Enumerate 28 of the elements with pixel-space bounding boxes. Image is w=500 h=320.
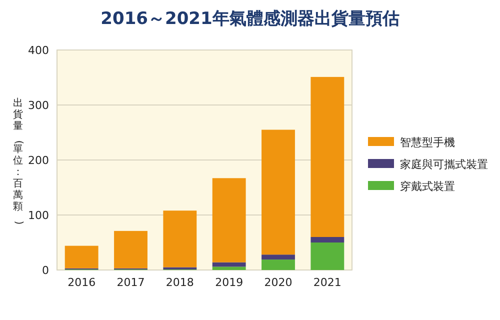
chart-title: 2016～2021年氣體感測器出貨量預估 xyxy=(100,9,400,29)
bar xyxy=(212,266,246,270)
legend-label: 穿戴式裝置 xyxy=(400,180,455,193)
bar xyxy=(262,260,295,270)
x-tick-label: 2016 xyxy=(68,276,96,289)
y-tick-label: 300 xyxy=(28,99,49,112)
x-tick-label: 2018 xyxy=(166,276,194,289)
text: 出貨量(單位：百萬顆) xyxy=(13,98,24,225)
bar xyxy=(114,230,148,268)
bar xyxy=(64,246,98,268)
x-tick-label: 2020 xyxy=(264,276,292,289)
y-tick-label: 200 xyxy=(28,154,49,167)
x-tick-label: 2017 xyxy=(116,276,145,289)
bar xyxy=(262,130,295,255)
bar xyxy=(262,254,295,260)
bar xyxy=(310,76,344,237)
x-tick-label: 2019 xyxy=(215,276,244,289)
x-tick-label: 2021 xyxy=(313,276,342,289)
bar xyxy=(310,237,344,242)
bar xyxy=(310,242,344,270)
legend-label: 家庭與可攜式裝置 xyxy=(400,158,488,171)
bar xyxy=(212,178,246,262)
bar xyxy=(163,210,197,268)
bar xyxy=(212,262,246,267)
y-tick-label: 0 xyxy=(42,264,49,277)
legend-label: 智慧型手機 xyxy=(400,136,455,149)
y-tick-label: 400 xyxy=(28,44,49,57)
y-tick-label: 100 xyxy=(28,209,49,222)
